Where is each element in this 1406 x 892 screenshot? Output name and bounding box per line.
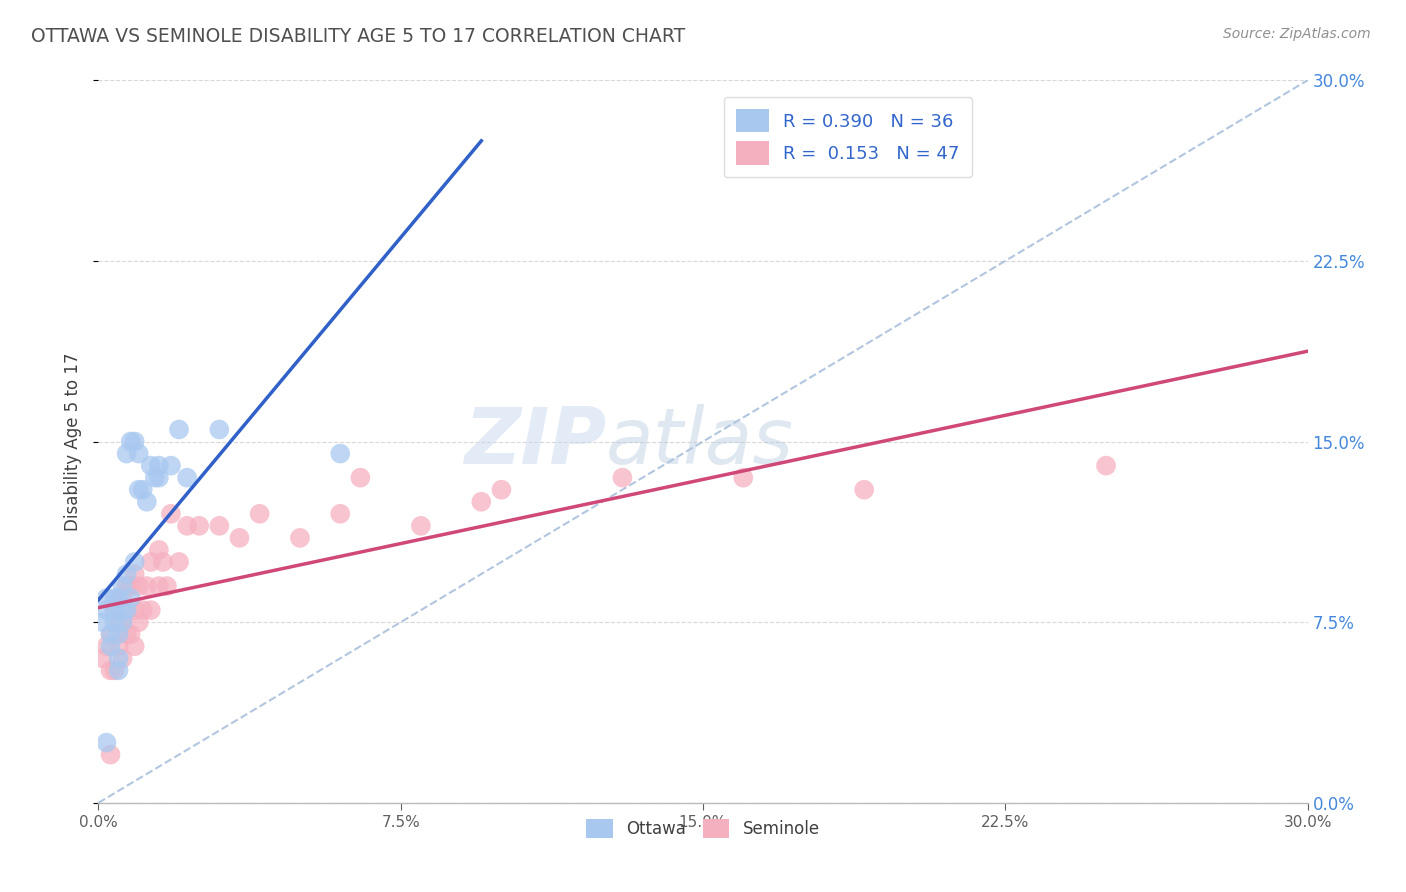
Point [111, 591, 134, 605]
Point [132, 603, 155, 617]
Point [115, 603, 138, 617]
Point [103, 591, 125, 605]
Point [139, 555, 162, 569]
Point [167, 422, 190, 436]
Point [100, 639, 122, 653]
Point [120, 591, 142, 605]
Point [111, 603, 134, 617]
Point [96, 603, 118, 617]
Point [103, 615, 125, 630]
Point [288, 531, 311, 545]
Point [103, 664, 125, 678]
Point [107, 651, 129, 665]
Point [111, 615, 134, 630]
Point [115, 446, 138, 460]
Point [208, 518, 231, 533]
Point [107, 639, 129, 653]
Point [120, 579, 142, 593]
Point [115, 579, 138, 593]
Point [249, 507, 271, 521]
Point [1095, 458, 1118, 473]
Point [176, 470, 198, 484]
Point [100, 664, 122, 678]
Point [115, 627, 138, 641]
Point [107, 627, 129, 641]
Point [491, 483, 513, 497]
Text: OTTAWA VS SEMINOLE DISABILITY AGE 5 TO 17 CORRELATION CHART: OTTAWA VS SEMINOLE DISABILITY AGE 5 TO 1… [31, 27, 685, 45]
Point [139, 603, 162, 617]
Point [120, 627, 142, 641]
Point [612, 470, 634, 484]
Point [148, 458, 170, 473]
Point [103, 603, 125, 617]
Y-axis label: Disability Age 5 to 17: Disability Age 5 to 17 [65, 352, 83, 531]
Point [167, 555, 190, 569]
Point [100, 627, 122, 641]
Point [148, 542, 170, 557]
Point [853, 483, 876, 497]
Point [208, 422, 231, 436]
Point [96, 591, 118, 605]
Point [148, 579, 170, 593]
Point [124, 603, 146, 617]
Point [148, 470, 170, 484]
Point [470, 494, 492, 508]
Point [96, 735, 118, 749]
Point [152, 555, 174, 569]
Point [139, 458, 162, 473]
Point [156, 579, 179, 593]
Point [107, 591, 129, 605]
Point [124, 555, 146, 569]
Point [143, 470, 166, 484]
Point [100, 627, 122, 641]
Point [111, 579, 134, 593]
Point [128, 579, 150, 593]
Point [107, 664, 129, 678]
Point [124, 567, 146, 582]
Point [100, 747, 122, 762]
Point [91, 651, 114, 665]
Text: atlas: atlas [606, 403, 794, 480]
Point [128, 483, 150, 497]
Point [733, 470, 755, 484]
Text: ZIP: ZIP [464, 403, 606, 480]
Point [329, 446, 352, 460]
Point [124, 639, 146, 653]
Point [188, 518, 211, 533]
Text: Source: ZipAtlas.com: Source: ZipAtlas.com [1223, 27, 1371, 41]
Point [96, 639, 118, 653]
Point [111, 615, 134, 630]
Point [120, 434, 142, 449]
Point [228, 531, 250, 545]
Point [107, 591, 129, 605]
Point [115, 567, 138, 582]
Point [111, 651, 134, 665]
Point [409, 518, 432, 533]
Point [103, 603, 125, 617]
Point [135, 494, 157, 508]
Legend: Ottawa, Seminole: Ottawa, Seminole [579, 813, 827, 845]
Point [160, 507, 183, 521]
Point [91, 615, 114, 630]
Point [349, 470, 371, 484]
Point [135, 579, 157, 593]
Point [107, 615, 129, 630]
Point [132, 483, 155, 497]
Point [128, 446, 150, 460]
Point [160, 458, 183, 473]
Point [128, 615, 150, 630]
Point [329, 507, 352, 521]
Point [124, 434, 146, 449]
Point [176, 518, 198, 533]
